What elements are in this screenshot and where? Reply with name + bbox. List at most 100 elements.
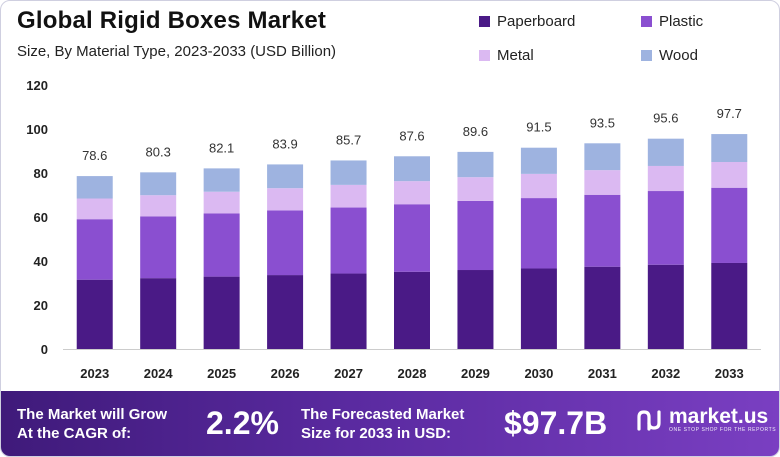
x-tick-label: 2033: [715, 366, 744, 381]
bar-segment-paperboard: [711, 262, 748, 349]
bar-segment-paperboard: [203, 276, 240, 349]
cagr-value: 2.2%: [206, 405, 279, 441]
bar-segment-paperboard: [330, 273, 367, 349]
bar-total-label: 89.6: [463, 124, 488, 139]
bar-segment-plastic: [457, 200, 494, 271]
legend-label-plastic: Plastic: [659, 13, 704, 30]
bar-segment-metal: [711, 162, 748, 188]
bar-segment-paperboard: [520, 268, 557, 349]
bar-segment-metal: [520, 173, 557, 199]
legend-item-wood: Wood: [641, 47, 698, 64]
bar-total-label: 85.7: [336, 132, 361, 147]
x-tick-label: 2024: [144, 366, 174, 381]
bar-segment-wood: [647, 138, 684, 166]
forecast-label: The Forecasted Market Size for 2033 in U…: [301, 405, 464, 443]
bar-segment-paperboard: [140, 278, 177, 349]
bar-segment-wood: [330, 160, 367, 185]
legend-label-wood: Wood: [659, 47, 698, 64]
bar-segment-wood: [76, 176, 113, 199]
cagr-label: The Market will Grow At the CAGR of:: [17, 405, 167, 443]
legend-swatch-metal: [479, 50, 490, 61]
bar-total-label: 82.1: [209, 140, 234, 155]
x-tick-label: 2027: [334, 366, 363, 381]
y-tick-label: 100: [26, 122, 48, 137]
legend-item-paperboard: Paperboard: [479, 13, 575, 30]
y-tick-label: 20: [34, 298, 48, 313]
bar-segment-metal: [267, 188, 304, 211]
cagr-label-line1: The Market will Grow: [17, 406, 168, 423]
stacked-bar-chart: 0 20 40 60 80 100 120 78.6 2023 80.3 2024 82.1 2025 8…: [26, 78, 761, 381]
legend-label-metal: Metal: [497, 47, 534, 64]
bar-segment-metal: [457, 177, 494, 201]
bar-total-label: 83.9: [272, 136, 297, 151]
y-tick-label: 40: [34, 254, 48, 269]
bar-segment-paperboard: [76, 279, 113, 349]
bar-segment-wood: [140, 172, 177, 196]
bar-segment-metal: [203, 191, 240, 214]
bar-segment-plastic: [203, 213, 240, 277]
bar-segment-plastic: [584, 194, 621, 267]
bar-total-label: 97.7: [717, 106, 742, 121]
y-tick-label: 120: [26, 78, 48, 93]
brand-logo: market.us ONE STOP SHOP FOR THE REPORTS: [637, 406, 777, 433]
bar-segment-paperboard: [457, 270, 494, 349]
legend-swatch-paperboard: [479, 16, 490, 27]
bar-total-label: 78.6: [82, 148, 107, 163]
y-tick-label: 80: [34, 166, 48, 181]
bar-segment-plastic: [394, 204, 430, 272]
bar-segment-paperboard: [584, 266, 621, 349]
x-tick-label: 2025: [207, 366, 236, 381]
chart-subtitle: Size, By Material Type, 2023-2033 (USD B…: [17, 43, 337, 60]
x-tick-label: 2026: [271, 366, 300, 381]
x-tick-label: 2023: [80, 366, 109, 381]
bar-total-label: 95.6: [653, 111, 678, 126]
bar-total-label: 80.3: [146, 144, 171, 159]
bar-segment-wood: [520, 147, 557, 174]
legend-item-metal: Metal: [479, 47, 534, 64]
cagr-label-line2: At the CAGR of:: [17, 425, 132, 442]
bar-segment-metal: [584, 170, 621, 195]
legend-swatch-plastic: [641, 16, 652, 27]
bar-segment-paperboard: [394, 271, 430, 349]
bar-segment-plastic: [647, 191, 684, 265]
market-us-logo-icon: [637, 410, 661, 431]
bar-segment-paperboard: [647, 264, 684, 349]
bar-segment-metal: [76, 198, 113, 220]
forecast-label-line1: The Forecasted Market: [301, 406, 465, 423]
x-tick-label: 2029: [461, 366, 490, 381]
legend-swatch-wood: [641, 50, 652, 61]
x-tick-label: 2028: [398, 366, 427, 381]
bar-total-label: 87.6: [399, 128, 424, 143]
legend-item-plastic: Plastic: [641, 13, 703, 30]
bar-total-label: 93.5: [590, 115, 615, 130]
bar-segment-wood: [394, 156, 430, 182]
bar-segment-plastic: [267, 210, 304, 276]
bar-segment-metal: [140, 195, 177, 217]
brand-tagline: ONE STOP SHOP FOR THE REPORTS: [669, 427, 777, 433]
bar-segment-wood: [711, 134, 748, 162]
bar-segment-wood: [584, 143, 621, 171]
bar-segment-metal: [647, 165, 684, 192]
x-tick-label: 2031: [588, 366, 617, 381]
chart-title: Global Rigid Boxes Market: [17, 7, 327, 34]
y-tick-label: 60: [34, 210, 48, 225]
bar-segment-metal: [394, 181, 430, 205]
legend: Paperboard Plastic Metal Wood: [479, 13, 769, 69]
bar-segment-metal: [330, 184, 367, 208]
forecast-value: $97.7B: [504, 405, 608, 441]
y-tick-label: 0: [41, 342, 48, 357]
bar-segment-paperboard: [267, 275, 304, 349]
summary-banner: The Market will Grow At the CAGR of: 2.2…: [1, 391, 779, 456]
bar-segment-wood: [457, 151, 494, 178]
bar-segment-plastic: [140, 216, 177, 279]
bar-segment-plastic: [711, 187, 748, 263]
bar-segment-wood: [203, 168, 240, 192]
bar-segment-wood: [267, 164, 304, 189]
forecast-label-line2: Size for 2033 in USD:: [301, 425, 452, 442]
bar-segment-plastic: [76, 219, 113, 280]
x-tick-label: 2030: [524, 366, 553, 381]
legend-label-paperboard: Paperboard: [497, 13, 576, 30]
bar-segment-plastic: [330, 207, 367, 274]
bar-total-label: 91.5: [526, 120, 551, 135]
